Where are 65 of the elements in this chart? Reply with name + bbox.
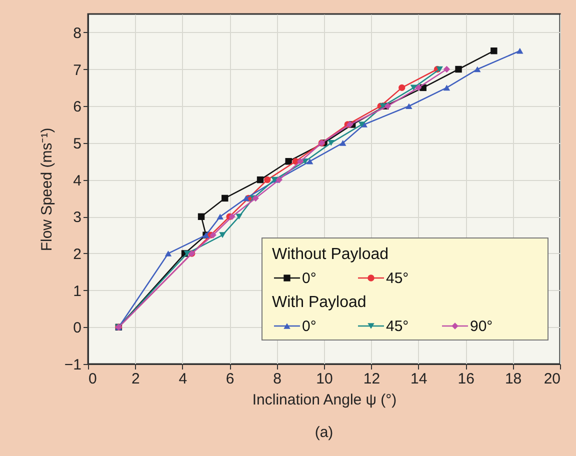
point bbox=[474, 66, 481, 72]
y-tick-label: 2 bbox=[73, 246, 82, 263]
point bbox=[210, 232, 216, 238]
point bbox=[406, 103, 412, 110]
y-tick-label: 5 bbox=[73, 135, 82, 152]
point bbox=[443, 66, 450, 73]
point bbox=[415, 84, 422, 92]
point bbox=[198, 213, 205, 220]
point bbox=[228, 213, 236, 220]
x-tick-label: 4 bbox=[178, 370, 188, 388]
legend-label: 90° bbox=[470, 318, 493, 335]
x-tick-label: 6 bbox=[226, 370, 234, 388]
point bbox=[219, 232, 226, 238]
point bbox=[285, 158, 292, 165]
annotation: With Payload bbox=[272, 294, 366, 311]
point bbox=[252, 194, 259, 202]
y-tick-label: 6 bbox=[73, 98, 82, 116]
x-tick-label: 10 bbox=[316, 370, 333, 388]
y-tick-label: 8 bbox=[73, 24, 82, 42]
point bbox=[242, 195, 250, 202]
x-tick-label: 12 bbox=[363, 370, 380, 388]
y-tick-label: −1 bbox=[64, 356, 82, 374]
x-tick-label: 2 bbox=[132, 370, 140, 388]
point bbox=[271, 176, 278, 183]
point bbox=[328, 140, 334, 146]
point bbox=[384, 102, 392, 110]
y-tick-label: 7 bbox=[73, 62, 82, 79]
x-axis-title: Inclination Angle ψ (°) bbox=[252, 392, 397, 408]
point bbox=[340, 140, 346, 146]
point bbox=[516, 48, 524, 54]
y-tick-label: 4 bbox=[73, 172, 82, 190]
legend-label: 0° bbox=[302, 270, 316, 287]
point bbox=[436, 66, 443, 72]
point bbox=[410, 84, 418, 91]
annotation: Without Payload bbox=[272, 246, 389, 263]
x-tick-label: 14 bbox=[410, 370, 428, 388]
x-tick-label: 16 bbox=[458, 370, 474, 388]
point bbox=[216, 214, 224, 220]
point bbox=[346, 121, 354, 128]
point bbox=[490, 47, 498, 54]
point bbox=[256, 176, 264, 184]
point bbox=[297, 158, 304, 165]
point bbox=[264, 176, 271, 184]
legend-label: 45° bbox=[386, 270, 409, 287]
legend-label: 45° bbox=[386, 318, 409, 335]
point bbox=[236, 214, 242, 220]
point bbox=[443, 84, 450, 91]
y-tick-label: 1 bbox=[73, 282, 82, 300]
y-axis-title: Flow Speed (ms⁻¹) bbox=[38, 128, 56, 252]
x-tick-label: 8 bbox=[273, 370, 282, 388]
y-tick-label: 0 bbox=[73, 320, 82, 337]
text: (a) bbox=[314, 424, 334, 441]
point bbox=[358, 122, 366, 128]
legend-label: 0° bbox=[302, 318, 316, 335]
point bbox=[164, 250, 172, 256]
point bbox=[184, 250, 190, 256]
x-tick-label: 18 bbox=[504, 370, 522, 388]
point bbox=[306, 158, 314, 164]
y-tick-label: 3 bbox=[73, 209, 82, 226]
x-tick-label: 0 bbox=[88, 370, 97, 388]
x-tick-label: 20 bbox=[544, 370, 560, 388]
point bbox=[222, 194, 228, 202]
point bbox=[276, 176, 283, 184]
point bbox=[455, 66, 462, 73]
point bbox=[398, 84, 406, 92]
